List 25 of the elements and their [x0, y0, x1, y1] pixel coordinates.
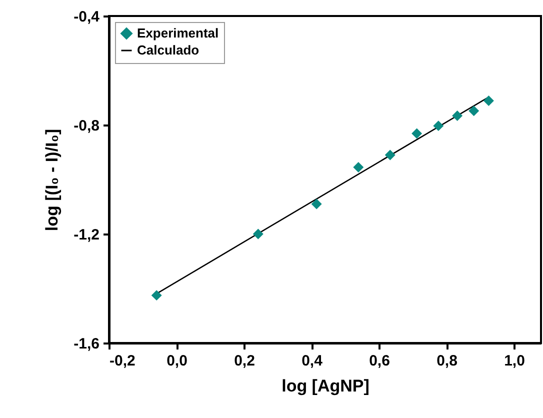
y-tick-label: -0,4 [74, 8, 100, 26]
y-tick-label: -1,2 [74, 226, 100, 244]
x-tick-label: 0,4 [302, 352, 324, 370]
x-tick-label: 1,0 [504, 352, 525, 370]
x-tick-label: 0,8 [436, 352, 458, 370]
x-tick-label: 0,6 [369, 352, 390, 370]
point [433, 120, 444, 132]
x-tick-label: 0,2 [234, 352, 255, 370]
point [384, 150, 396, 160]
point [252, 228, 264, 240]
y-axis-title: log [(I₀ - I)/I₀] [42, 128, 62, 232]
point [483, 96, 494, 106]
x-tick-label: 0,0 [166, 352, 188, 370]
legend-label: Calculado [137, 42, 200, 58]
x-axis-title: log [AgNP] [282, 376, 370, 396]
point [452, 110, 463, 121]
y-tick-label: -1,6 [74, 336, 100, 352]
y-tick-label: -0,8 [74, 118, 100, 134]
point [151, 290, 162, 301]
legend-label: Experimental [137, 26, 219, 40]
point [311, 198, 322, 210]
point [412, 128, 422, 139]
x-tick-label: -0,2 [110, 352, 136, 370]
point [353, 162, 364, 172]
point [468, 106, 480, 116]
